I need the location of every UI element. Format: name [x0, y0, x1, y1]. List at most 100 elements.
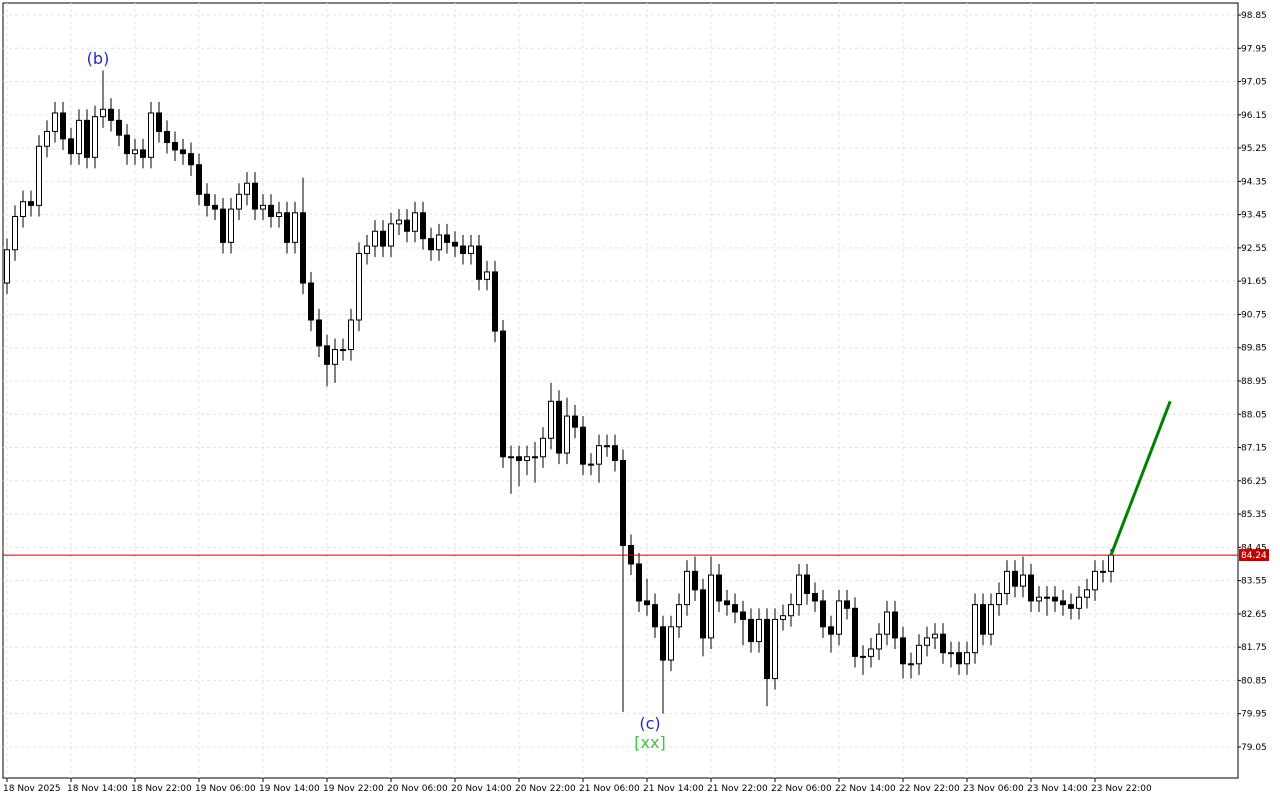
- candle-body: [508, 456, 514, 459]
- annotation: (c): [639, 714, 660, 733]
- candle-body: [60, 112, 66, 140]
- candle-body: [924, 637, 930, 646]
- candle-body: [532, 456, 538, 459]
- y-tick-label: 82.65: [1241, 610, 1267, 620]
- candle-body: [268, 204, 274, 217]
- y-tick-label: 93.45: [1241, 211, 1267, 221]
- candle-body: [836, 600, 842, 635]
- candle-body: [772, 618, 778, 680]
- y-tick-label: 89.85: [1241, 344, 1267, 354]
- candle-body: [356, 252, 362, 321]
- candle-body: [132, 149, 138, 155]
- candle-body: [1092, 570, 1098, 591]
- candle-body: [1004, 570, 1010, 595]
- x-tick-label: 21 Nov 14:00: [643, 784, 704, 794]
- candle-body: [436, 234, 442, 251]
- y-tick-label: 85.35: [1241, 510, 1267, 520]
- x-tick-label: 18 Nov 14:00: [67, 784, 128, 794]
- y-tick-label: 95.25: [1241, 144, 1267, 154]
- candle-body: [276, 212, 282, 217]
- candle-body: [684, 570, 690, 606]
- candle-body: [460, 245, 466, 254]
- y-tick-label: 91.65: [1241, 277, 1267, 287]
- candle-body: [1060, 600, 1066, 606]
- candle-body: [700, 589, 706, 639]
- candle-body: [780, 615, 786, 620]
- candle-body: [988, 604, 994, 635]
- y-tick-label: 83.55: [1241, 577, 1267, 587]
- forecast-line: [1109, 400, 1172, 556]
- candle-body: [948, 652, 954, 655]
- candle-body: [1052, 596, 1058, 602]
- candle-body: [308, 282, 314, 321]
- candle-body: [52, 112, 58, 132]
- candle-body: [380, 230, 386, 247]
- candle-body: [100, 108, 106, 118]
- candle-body: [4, 249, 10, 284]
- grid: [3, 3, 1238, 778]
- candle-body: [564, 415, 570, 454]
- candle-body: [316, 319, 322, 347]
- y-tick-label: 92.55: [1241, 244, 1267, 254]
- x-tick-label: 23 Nov 22:00: [1091, 784, 1152, 794]
- candle-body: [452, 241, 458, 247]
- candle-body: [548, 400, 554, 439]
- annotation: [xx]: [634, 733, 665, 752]
- candle-body: [932, 633, 938, 639]
- candle-body: [108, 108, 114, 121]
- candle-body: [900, 637, 906, 665]
- candle-body: [476, 245, 482, 280]
- candle-body: [172, 142, 178, 151]
- candle-body: [956, 652, 962, 665]
- candle-body: [420, 212, 426, 240]
- y-tick-label: 97.05: [1241, 78, 1267, 88]
- candle-body: [204, 193, 210, 206]
- candle-body: [348, 319, 354, 351]
- x-tick-label: 19 Nov 14:00: [259, 784, 320, 794]
- candle-body: [396, 219, 402, 225]
- y-tick-label: 90.75: [1241, 310, 1267, 320]
- candle-body: [500, 330, 506, 458]
- candle-body: [468, 245, 474, 254]
- candle-body: [124, 134, 130, 155]
- candle-body: [1100, 570, 1106, 573]
- candle-body: [572, 415, 578, 428]
- y-tick-label: 94.35: [1241, 177, 1267, 187]
- candle-body: [724, 600, 730, 606]
- candle-body: [164, 130, 170, 144]
- candle-body: [828, 626, 834, 635]
- y-tick-label: 79.95: [1241, 710, 1267, 720]
- candle-body: [796, 574, 802, 606]
- y-tick-label: 80.85: [1241, 676, 1267, 686]
- y-tick-label: 88.95: [1241, 377, 1267, 387]
- x-tick-label: 18 Nov 22:00: [131, 784, 192, 794]
- candle-body: [884, 611, 890, 635]
- candle-body: [76, 119, 82, 155]
- candle-body: [1044, 596, 1050, 599]
- candle-body: [12, 215, 18, 251]
- candle-body: [180, 149, 186, 155]
- candle-body: [620, 459, 626, 546]
- candle-body: [980, 604, 986, 635]
- candle-body: [972, 604, 978, 654]
- x-tick-label: 20 Nov 22:00: [515, 784, 576, 794]
- candle-body: [20, 201, 26, 217]
- candle-body: [748, 618, 754, 643]
- candle-body: [676, 604, 682, 628]
- x-tick-label: 22 Nov 06:00: [771, 784, 832, 794]
- candle-body: [604, 445, 610, 448]
- candle-body: [260, 204, 266, 210]
- y-tick-label: 87.15: [1241, 444, 1267, 454]
- candle-body: [236, 193, 242, 210]
- candle-body: [444, 234, 450, 243]
- candle-body: [148, 112, 154, 158]
- candle-body: [964, 652, 970, 665]
- candle-body: [596, 445, 602, 465]
- candle-body: [892, 611, 898, 639]
- candle-body: [92, 116, 98, 158]
- candle-body: [940, 633, 946, 654]
- candle-body: [36, 145, 42, 206]
- candle-body: [68, 138, 74, 155]
- candle-body: [140, 149, 146, 158]
